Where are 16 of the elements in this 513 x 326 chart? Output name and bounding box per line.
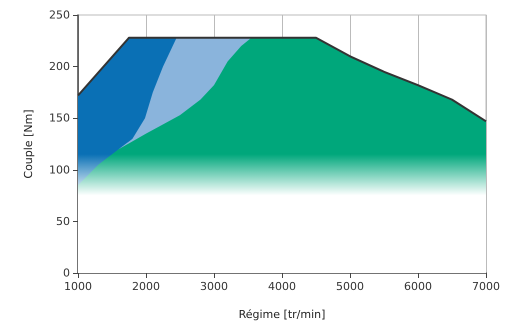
x-tick-label: 1000 (64, 280, 92, 293)
x-axis-title: Régime [tr/min] (238, 308, 326, 321)
x-tick-label: 6000 (404, 280, 432, 293)
x-tick-label: 4000 (268, 280, 296, 293)
y-tick-label: 100 (49, 163, 70, 176)
x-tick-label: 3000 (200, 280, 228, 293)
y-tick-label: 50 (56, 214, 70, 228)
y-axis-title: Couple [Nm] (22, 109, 35, 179)
y-tick-label: 0 (63, 266, 70, 280)
y-tick-label: 150 (49, 112, 70, 125)
x-tick-label: 2000 (132, 280, 160, 293)
y-tick-label: 250 (49, 8, 70, 22)
x-tick-label: 5000 (336, 280, 364, 293)
y-tick-label: 200 (49, 60, 70, 74)
x-tick-label: 7000 (472, 280, 500, 293)
line-series (77, 36, 487, 122)
